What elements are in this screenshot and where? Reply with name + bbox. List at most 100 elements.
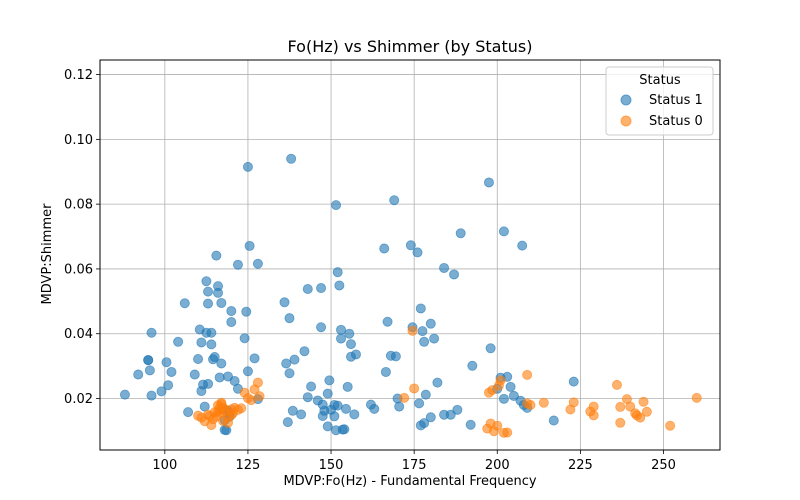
data-point xyxy=(485,343,496,354)
data-point xyxy=(412,247,423,258)
data-point xyxy=(625,401,636,412)
data-point xyxy=(349,409,360,420)
data-point xyxy=(196,337,207,348)
axes-frame xyxy=(99,59,721,451)
data-point xyxy=(492,420,503,431)
data-point xyxy=(336,324,347,335)
data-point xyxy=(201,276,212,287)
data-point xyxy=(505,381,516,392)
data-point xyxy=(146,327,157,338)
data-point xyxy=(417,326,428,337)
data-point xyxy=(341,403,352,414)
y-tick-label: 0.10 xyxy=(64,133,93,148)
data-point xyxy=(432,377,443,388)
legend-label-status-1: Status 1 xyxy=(649,93,703,108)
data-point xyxy=(211,250,222,261)
x-tick-label: 175 xyxy=(402,458,427,473)
data-point xyxy=(242,366,253,377)
data-point xyxy=(156,386,167,397)
y-ticks: 0.02 0.04 0.06 0.08 0.10 0.12 xyxy=(64,68,100,407)
data-point xyxy=(254,391,265,402)
data-point xyxy=(316,322,327,333)
x-ticks: 100 125 150 175 200 225 250 xyxy=(152,450,676,473)
data-point xyxy=(163,380,174,391)
data-point xyxy=(331,200,342,211)
data-point xyxy=(282,417,293,428)
data-point xyxy=(498,393,509,404)
data-point xyxy=(316,283,327,294)
chart-title: Fo(Hz) vs Shimmer (by Status) xyxy=(288,37,533,56)
data-point xyxy=(232,259,243,270)
data-point xyxy=(166,366,177,377)
data-point xyxy=(415,303,426,314)
legend-title: Status xyxy=(639,73,681,88)
data-point xyxy=(239,333,250,344)
data-point xyxy=(336,333,347,344)
data-point xyxy=(344,328,355,339)
data-point xyxy=(161,357,172,368)
data-point xyxy=(449,269,460,280)
data-point xyxy=(302,284,313,295)
data-point xyxy=(420,389,431,400)
data-point xyxy=(425,318,436,329)
data-point xyxy=(244,240,255,251)
data-point xyxy=(241,306,252,317)
data-point xyxy=(284,368,295,379)
data-point xyxy=(568,397,579,408)
data-point xyxy=(214,372,225,383)
data-point xyxy=(226,306,237,317)
data-point xyxy=(189,369,200,380)
data-point xyxy=(216,297,227,308)
data-point xyxy=(691,392,702,403)
data-point xyxy=(209,352,220,363)
data-point xyxy=(249,353,260,364)
data-point xyxy=(146,390,157,401)
legend-box xyxy=(605,66,714,136)
data-point xyxy=(405,240,416,251)
data-point xyxy=(144,365,155,376)
data-point xyxy=(350,349,361,360)
x-tick-label: 150 xyxy=(319,458,344,473)
data-point xyxy=(339,424,350,435)
data-point xyxy=(615,417,626,428)
y-tick-label: 0.08 xyxy=(64,198,93,213)
legend: Status Status 1 Status 0 xyxy=(605,66,714,136)
data-point xyxy=(414,398,425,409)
data-point xyxy=(173,336,184,347)
data-point xyxy=(281,358,292,369)
data-point xyxy=(588,401,599,412)
data-point xyxy=(242,161,253,172)
data-point xyxy=(465,419,476,430)
data-point xyxy=(502,427,513,438)
data-point xyxy=(467,360,478,371)
data-point xyxy=(525,399,536,410)
data-point xyxy=(508,390,519,401)
data-point xyxy=(394,401,405,412)
data-point xyxy=(568,376,579,387)
data-point xyxy=(495,375,506,386)
data-point xyxy=(439,262,450,273)
data-point xyxy=(445,409,456,420)
data-point xyxy=(284,313,295,324)
data-point xyxy=(379,243,390,254)
data-points xyxy=(119,153,702,438)
data-point xyxy=(334,280,345,291)
x-tick-label: 225 xyxy=(568,458,593,473)
data-point xyxy=(322,421,333,432)
data-point xyxy=(226,317,237,328)
data-point xyxy=(452,404,463,415)
data-point xyxy=(302,392,313,403)
data-point xyxy=(133,369,144,380)
data-point xyxy=(548,415,559,426)
data-point xyxy=(306,381,317,392)
data-point xyxy=(206,327,217,338)
x-axis-label: MDVP:Fo(Hz) - Fundamental Frequency xyxy=(283,474,536,489)
data-point xyxy=(389,195,400,206)
data-point xyxy=(286,153,297,164)
data-point xyxy=(287,405,298,416)
data-point xyxy=(252,258,263,269)
data-point xyxy=(183,407,194,418)
data-point xyxy=(611,379,622,390)
data-point xyxy=(289,354,300,365)
data-point xyxy=(213,281,224,292)
